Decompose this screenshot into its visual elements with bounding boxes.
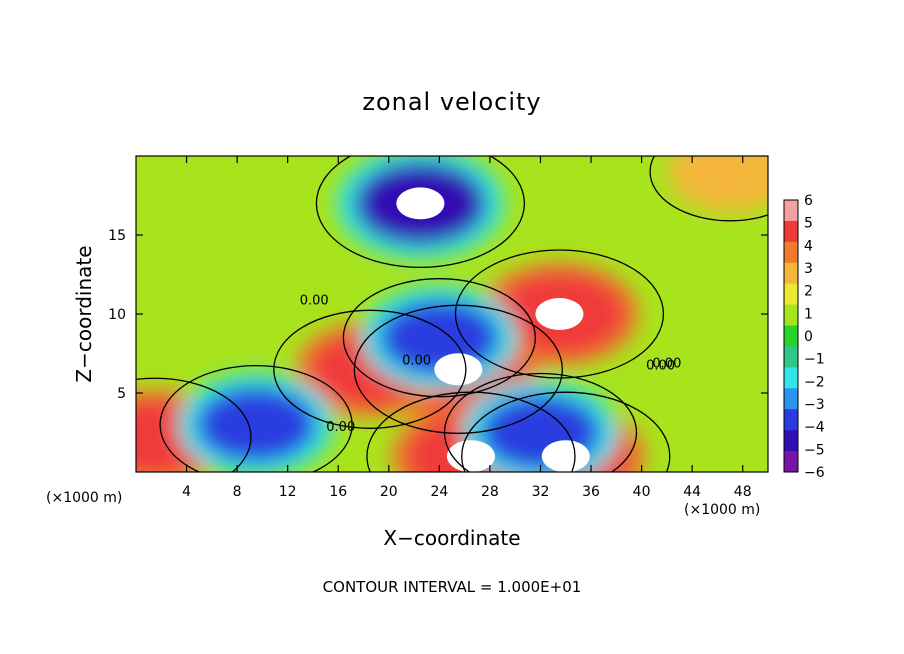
field-max-core-5 bbox=[682, 156, 768, 202]
colorbar-label-4: 2 bbox=[804, 284, 813, 300]
zero-contours bbox=[136, 156, 768, 472]
zero-contour-9 bbox=[342, 278, 537, 398]
colorbar-label-3: 3 bbox=[804, 261, 813, 277]
colorbar-label-9: −3 bbox=[804, 397, 825, 413]
y-tick-label-1: 10 bbox=[108, 307, 126, 323]
colorbar-swatch-0 bbox=[784, 200, 798, 222]
colorbar-label-1: 5 bbox=[804, 216, 813, 232]
field-saturated-core-7 bbox=[396, 187, 445, 220]
field-min-core-8 bbox=[196, 386, 317, 463]
contour-label-4: 0.00 bbox=[652, 357, 681, 372]
y-tick-label-0: 5 bbox=[117, 386, 126, 402]
x-tick-label-4: 20 bbox=[380, 484, 398, 500]
y-axis-label: Z−coordinate bbox=[72, 245, 96, 383]
colorbar-swatch-4 bbox=[784, 283, 798, 306]
x-tick-label-11: 48 bbox=[734, 484, 752, 500]
velocity-field bbox=[136, 156, 768, 472]
y-axis-ticks: 5 10 15 bbox=[108, 228, 768, 402]
colorbar-label-0: 6 bbox=[804, 193, 813, 209]
zero-contour-6 bbox=[136, 377, 252, 472]
x-unit-left: (×1000 m) bbox=[46, 490, 123, 506]
x-tick-label-6: 28 bbox=[481, 484, 499, 500]
field-saturated-core-3 bbox=[541, 440, 590, 472]
colorbar-swatch-2 bbox=[784, 241, 798, 264]
contour-label-0: 0.00 bbox=[300, 294, 329, 309]
x-tick-label-7: 32 bbox=[532, 484, 550, 500]
zero-contour-4 bbox=[273, 309, 467, 429]
colorbar-swatch-11 bbox=[784, 430, 798, 452]
field-saturated-core-0 bbox=[535, 298, 584, 330]
x-tick-label-8: 36 bbox=[582, 484, 600, 500]
colorbar-swatch-3 bbox=[784, 262, 798, 285]
y-tick-label-2: 15 bbox=[108, 228, 126, 244]
zero-contour-0 bbox=[454, 249, 665, 379]
colorbar-swatch-1 bbox=[784, 220, 798, 243]
chart-title: zonal velocity bbox=[362, 88, 542, 116]
colorbar-swatch-12 bbox=[784, 451, 798, 473]
colorbar-swatch-9 bbox=[784, 388, 798, 410]
colorbar-swatch-5 bbox=[784, 304, 798, 327]
x-tick-label-3: 16 bbox=[329, 484, 347, 500]
colorbar-swatch-10 bbox=[784, 409, 798, 431]
colorbar-swatch-7 bbox=[784, 346, 798, 368]
contour-labels: 0.000.000.000.000.00 bbox=[300, 294, 682, 435]
colorbar: 6 5 4 3 2 1 0 −1 −2 −3 −4 −5 −6 bbox=[783, 193, 825, 481]
contour-label-3: 0.00 bbox=[646, 358, 675, 373]
zero-contour-8 bbox=[159, 364, 353, 472]
colorbar-label-5: 1 bbox=[804, 306, 813, 322]
x-axis-ticks: 4 8 12 16 20 24 28 32 36 40 44 48 bbox=[182, 156, 752, 500]
x-tick-label-9: 40 bbox=[633, 484, 651, 500]
colorbar-swatch-8 bbox=[784, 367, 798, 389]
x-unit-right: (×1000 m) bbox=[684, 502, 761, 518]
x-tick-label-0: 4 bbox=[182, 484, 191, 500]
x-axis-label: X−coordinate bbox=[383, 526, 521, 550]
colorbar-label-7: −1 bbox=[804, 352, 825, 368]
zero-contour-1 bbox=[353, 304, 563, 434]
field-saturated-core-2 bbox=[446, 440, 495, 472]
contour-label-2: 0.00 bbox=[326, 420, 355, 435]
field-saturated-core-1 bbox=[434, 353, 483, 386]
x-tick-label-5: 24 bbox=[430, 484, 448, 500]
zero-contour-7 bbox=[315, 156, 526, 269]
colorbar-swatch-6 bbox=[784, 325, 798, 347]
zero-contour-3 bbox=[461, 391, 671, 472]
contour-interval-note: CONTOUR INTERVAL = 1.000E+01 bbox=[322, 578, 582, 596]
zero-contour-5 bbox=[649, 156, 768, 222]
colorbar-frame bbox=[783, 199, 799, 473]
colorbar-label-2: 4 bbox=[804, 238, 813, 254]
contour-label-1: 0.00 bbox=[402, 354, 431, 369]
colorbar-label-11: −5 bbox=[804, 442, 825, 458]
colorbar-label-6: 0 bbox=[804, 329, 813, 345]
colorbar-label-8: −2 bbox=[804, 374, 825, 390]
colorbar-label-12: −6 bbox=[804, 465, 825, 481]
colorbar-label-10: −4 bbox=[804, 420, 825, 436]
x-tick-label-10: 44 bbox=[683, 484, 701, 500]
zero-contour-10 bbox=[443, 372, 638, 472]
x-tick-label-1: 8 bbox=[233, 484, 242, 500]
x-tick-label-2: 12 bbox=[279, 484, 297, 500]
